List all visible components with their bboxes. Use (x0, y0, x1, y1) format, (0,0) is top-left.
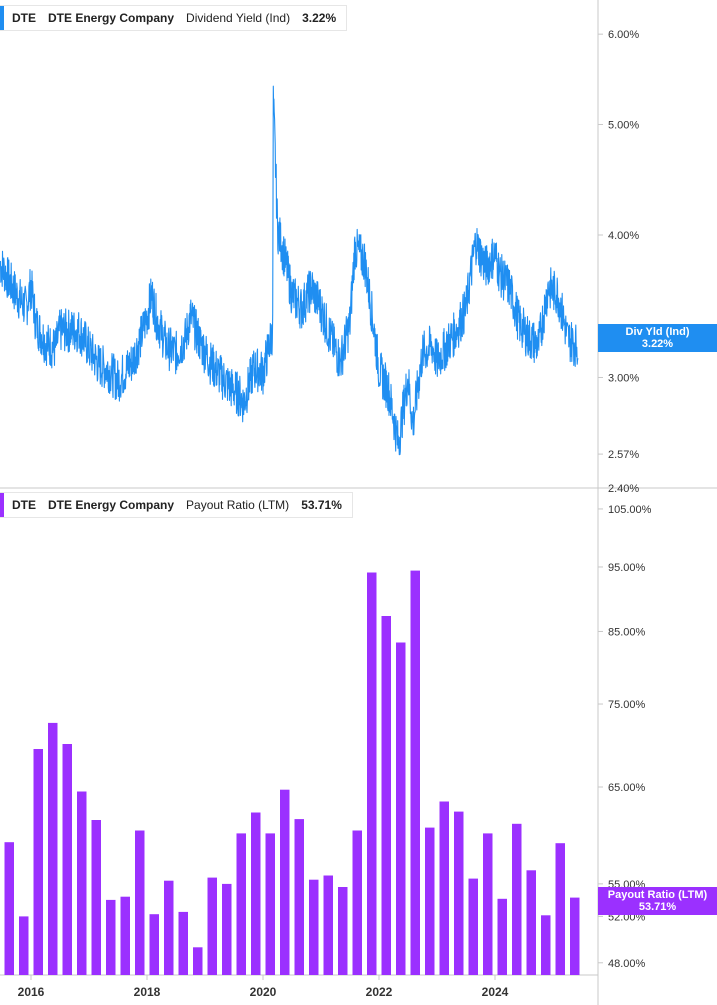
bottom-legend-company: DTE Energy Company (48, 498, 175, 512)
payout-bar (4, 842, 14, 975)
payout-bar (381, 616, 391, 975)
payout-bar (396, 642, 406, 975)
payout-bar (497, 898, 507, 975)
payout-bar (512, 823, 522, 975)
payout-bar (164, 880, 174, 975)
payout-flag-label: Payout Ratio (LTM) (607, 889, 708, 901)
payout-bar (570, 897, 580, 975)
y-tick-label: 6.00% (608, 29, 639, 41)
top-legend-metric: Dividend Yield (Ind) (186, 11, 291, 25)
payout-bar (48, 722, 58, 975)
payout-bar (77, 791, 87, 975)
y-tick-label: 2.40% (608, 483, 639, 495)
payout-bar (483, 833, 493, 975)
payout-bar (236, 833, 246, 975)
payout-bar (454, 811, 464, 975)
payout-bar (555, 843, 565, 975)
payout-bar (120, 896, 130, 975)
payout-bar (468, 878, 478, 975)
payout-bar (294, 819, 304, 975)
payout-bar (207, 877, 217, 975)
payout-swatch (0, 493, 4, 517)
yield-swatch (0, 6, 4, 30)
x-tick-label: 2016 (18, 985, 45, 999)
payout-bar (106, 899, 116, 975)
payout-bar (541, 915, 551, 975)
yield-value-flag: Div Yld (Ind) 3.22% (598, 324, 717, 352)
payout-bar (19, 916, 29, 975)
payout-bar (178, 911, 188, 975)
payout-bar (338, 887, 348, 975)
payout-bar (149, 914, 159, 975)
y-tick-label: 105.00% (608, 504, 652, 516)
x-tick-label: 2020 (250, 985, 277, 999)
top-legend-company: DTE Energy Company (48, 11, 175, 25)
bottom-legend-ticker: DTE (12, 498, 36, 512)
bottom-legend-metric: Payout Ratio (LTM) (186, 498, 290, 512)
payout-bar (367, 572, 377, 975)
payout-bar (425, 827, 435, 975)
payout-flag-value: 53.71% (638, 901, 677, 913)
top-legend-ticker: DTE (12, 11, 36, 25)
top-legend-value: 3.22% (302, 11, 337, 25)
y-tick-label: 3.00% (608, 372, 639, 384)
payout-bar (410, 570, 420, 975)
x-tick-label: 2022 (366, 985, 393, 999)
payout-bar (439, 801, 449, 975)
y-tick-label: 5.00% (608, 119, 639, 131)
y-tick-label: 65.00% (608, 782, 646, 794)
payout-bar (265, 833, 275, 975)
payout-bar (62, 744, 72, 975)
yield-flag-value: 3.22% (641, 338, 674, 350)
yield-flag-label: Div Yld (Ind) (625, 326, 690, 338)
bottom-legend-value: 53.71% (301, 498, 342, 512)
bottom-legend: DTE DTE Energy Company Payout Ratio (LTM… (0, 492, 353, 518)
payout-bar (193, 947, 203, 975)
y-tick-label: 95.00% (608, 562, 646, 574)
y-tick-label: 75.00% (608, 699, 646, 711)
y-tick-label: 85.00% (608, 626, 646, 638)
x-tick-label: 2024 (482, 985, 509, 999)
top-legend: DTE DTE Energy Company Dividend Yield (I… (0, 5, 348, 31)
x-tick-label: 2018 (134, 985, 161, 999)
payout-bar (309, 879, 319, 975)
y-tick-label: 48.00% (608, 958, 646, 970)
payout-bar (526, 870, 536, 975)
payout-bar (323, 875, 333, 975)
payout-bar (135, 830, 145, 975)
yield-series-line (0, 85, 579, 456)
payout-bar (33, 749, 43, 975)
payout-bar (251, 812, 261, 975)
payout-bar (352, 830, 362, 975)
payout-bar (222, 883, 232, 975)
payout-bar (280, 789, 290, 975)
y-tick-label: 2.57% (608, 449, 639, 461)
y-tick-label: 4.00% (608, 230, 639, 242)
payout-value-flag: Payout Ratio (LTM) 53.71% (598, 887, 717, 915)
payout-bar (91, 820, 101, 975)
